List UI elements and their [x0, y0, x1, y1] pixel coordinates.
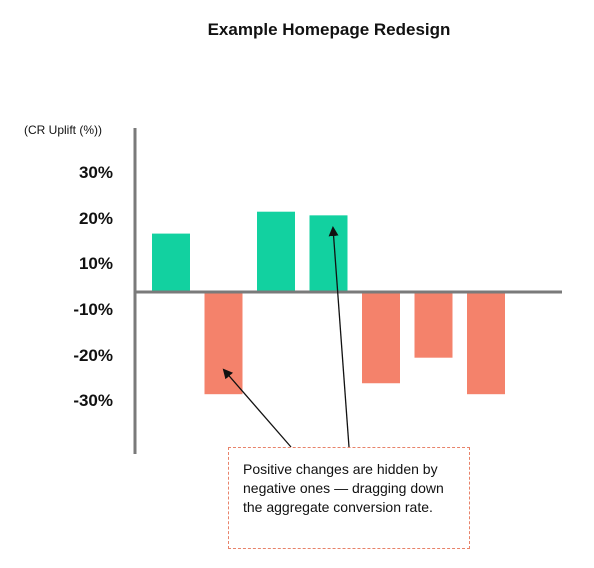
y-tick-label: 10% [79, 254, 113, 273]
annotation-arrows [222, 226, 350, 448]
annotation-arrow-1 [222, 368, 292, 448]
y-tick-label: -30% [73, 391, 113, 410]
bar-6 [414, 292, 453, 358]
y-tick-label: -10% [73, 300, 113, 319]
y-tick-label: 30% [79, 163, 113, 182]
bar-7 [467, 292, 505, 395]
y-tick-label: -20% [73, 346, 113, 365]
annotation-box: Positive changes are hidden by negative … [228, 447, 470, 549]
chart-title: Example Homepage Redesign [208, 20, 451, 39]
bar-4 [309, 215, 348, 292]
bar-3 [257, 211, 295, 292]
bar-2 [204, 292, 243, 395]
annotation-arrow-2 [328, 226, 350, 448]
bars [152, 211, 505, 395]
y-tick-label: 20% [79, 209, 113, 228]
bar-5 [362, 292, 400, 384]
bar-1 [152, 233, 190, 292]
y-axis-label: (CR Uplift (%)) [24, 123, 102, 137]
y-tick-labels: 30% 20% 10% -10% -20% -30% [73, 163, 113, 410]
annotation-text: Positive changes are hidden by negative … [243, 461, 444, 515]
